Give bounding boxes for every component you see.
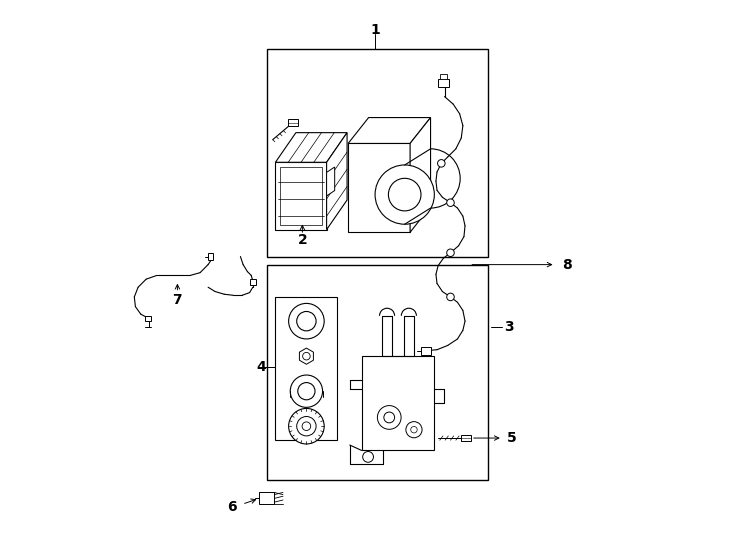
Bar (461, 435, 471, 441)
Polygon shape (275, 133, 347, 163)
Circle shape (297, 312, 316, 331)
Circle shape (388, 178, 421, 211)
Text: 7: 7 (172, 293, 182, 307)
Circle shape (437, 160, 445, 167)
Circle shape (288, 408, 324, 444)
Bar (208, 253, 214, 260)
Bar (348, 144, 410, 232)
Polygon shape (299, 348, 313, 364)
Bar (259, 492, 275, 504)
Circle shape (447, 293, 454, 301)
Bar (280, 166, 322, 225)
Circle shape (363, 451, 374, 462)
Bar (275, 163, 327, 230)
Circle shape (411, 427, 417, 433)
Bar (288, 119, 297, 126)
Circle shape (288, 303, 324, 339)
Bar (267, 265, 488, 480)
Polygon shape (410, 118, 431, 232)
Circle shape (406, 422, 422, 438)
Polygon shape (327, 133, 347, 230)
Bar (438, 79, 449, 87)
Text: 5: 5 (507, 431, 517, 445)
Circle shape (377, 406, 401, 429)
Bar (421, 347, 431, 355)
Circle shape (290, 375, 322, 407)
Circle shape (297, 416, 316, 436)
Text: 3: 3 (504, 320, 514, 334)
Bar (362, 356, 435, 450)
Circle shape (384, 412, 395, 423)
Text: 8: 8 (562, 258, 572, 272)
Text: 6: 6 (227, 500, 236, 514)
Polygon shape (348, 118, 431, 144)
Circle shape (375, 165, 435, 224)
Bar (440, 75, 447, 79)
Bar (275, 297, 338, 440)
Circle shape (302, 422, 310, 430)
Text: 2: 2 (297, 233, 308, 247)
Circle shape (302, 353, 310, 360)
Bar (145, 316, 151, 321)
Circle shape (298, 382, 315, 400)
Text: 1: 1 (370, 23, 380, 37)
Circle shape (447, 249, 454, 256)
Polygon shape (327, 167, 335, 196)
Bar (250, 279, 256, 285)
Circle shape (447, 199, 454, 206)
Text: 4: 4 (257, 360, 266, 374)
Bar (267, 49, 488, 256)
